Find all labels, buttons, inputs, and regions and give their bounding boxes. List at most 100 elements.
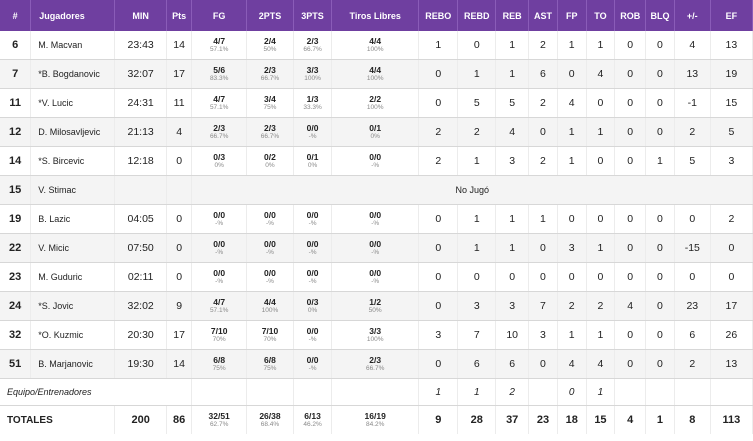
three-pts-cell-percentage: -%	[308, 365, 317, 372]
player-name: *S. Bircevic	[30, 146, 116, 176]
minutes-cell: 32:07	[114, 59, 167, 89]
three-pts-cell-percentage: 66.7%	[303, 46, 322, 53]
fg-cell: 0/0 -%	[191, 262, 247, 292]
points-cell: 4	[166, 117, 193, 147]
header-two-pts[interactable]: 2PTS	[246, 0, 295, 31]
header-blocks[interactable]: BLQ	[645, 0, 675, 31]
free-throws-cell-made-attempted: 2/2	[369, 94, 382, 104]
two-pts-cell: 0/0 -%	[246, 262, 295, 292]
plus-minus-cell: 8	[674, 405, 711, 434]
free-throws-cell-percentage: -%	[371, 249, 380, 256]
assists-cell: 23	[528, 405, 558, 434]
two-pts-cell-made-attempted: 2/3	[264, 65, 276, 75]
minutes-cell	[114, 175, 167, 205]
two-pts-cell-percentage: -%	[265, 278, 274, 285]
fg-cell-percentage: 57.1%	[209, 104, 229, 111]
fg-cell-made-attempted: 4/7	[213, 297, 226, 307]
fg-cell-made-attempted: 32/51	[208, 411, 230, 421]
fg-cell-percentage: 66.7%	[209, 133, 229, 140]
fg-cell-percentage: 70%	[212, 336, 226, 343]
turnovers-cell: 1	[586, 378, 616, 406]
did-not-play-label: No Jugó	[191, 175, 753, 205]
three-pts-cell-percentage: 0%	[307, 162, 318, 169]
points-cell: 0	[166, 233, 193, 263]
fouls-cell: 2	[557, 291, 587, 321]
two-pts-cell-percentage: 0%	[265, 162, 275, 169]
off-rebounds-cell: 2	[418, 117, 459, 147]
efficiency-cell: 17	[710, 291, 753, 321]
header-efficiency[interactable]: EF	[710, 0, 753, 31]
player-name: B. Lazic	[30, 204, 116, 234]
fg-cell: 4/7 57.1%	[191, 291, 247, 321]
header-steals[interactable]: ROB	[614, 0, 647, 31]
assists-cell: 2	[528, 31, 558, 60]
two-pts-cell-percentage: 50%	[263, 46, 277, 53]
free-throws-cell-made-attempted: 3/3	[369, 326, 382, 336]
fg-cell-made-attempted: 2/3	[213, 123, 226, 133]
blocks-cell: 0	[645, 31, 675, 60]
minutes-cell: 200	[114, 405, 167, 434]
header-number[interactable]: #	[0, 0, 32, 31]
plus-minus-cell: 5	[674, 146, 711, 176]
three-pts-cell-made-attempted: 6/13	[304, 411, 321, 421]
free-throws-cell-made-attempted: 0/0	[369, 239, 382, 249]
efficiency-cell: 2	[710, 204, 753, 234]
two-pts-cell: 2/3 66.7%	[246, 59, 295, 89]
totals-row: TOTALES 200 86 32/51 62.7% 26/38 68.4% 6/13 46.2…	[0, 405, 753, 434]
fg-cell: 4/7 57.1%	[191, 88, 247, 118]
three-pts-cell-made-attempted: 0/0	[306, 123, 319, 133]
player-name: *O. Kuzmic	[30, 320, 116, 350]
player-number: 14	[0, 146, 32, 176]
three-pts-cell: 0/0 -%	[293, 320, 333, 350]
header-three-pts[interactable]: 3PTS	[293, 0, 333, 31]
fg-cell-percentage: 57.1%	[209, 46, 229, 53]
steals-cell	[614, 378, 647, 406]
turnovers-cell: 0	[586, 88, 616, 118]
empty-cell	[246, 378, 295, 406]
off-rebounds-cell: 0	[418, 262, 459, 292]
efficiency-cell: 19	[710, 59, 753, 89]
header-assists[interactable]: AST	[528, 0, 558, 31]
free-throws-cell-percentage: 0%	[370, 133, 380, 140]
header-fg[interactable]: FG	[191, 0, 247, 31]
header-free-throws[interactable]: Tiros Libres	[331, 0, 420, 31]
free-throws-cell-made-attempted: 1/2	[369, 297, 382, 307]
three-pts-cell-made-attempted: 0/3	[306, 297, 319, 307]
header-turnovers[interactable]: TO	[586, 0, 616, 31]
def-rebounds-cell: 0	[457, 262, 497, 292]
empty-cell	[293, 378, 333, 406]
turnovers-cell: 1	[586, 233, 616, 263]
three-pts-cell: 0/0 -%	[293, 117, 333, 147]
two-pts-cell-percentage: 66.7%	[260, 75, 280, 82]
header-player[interactable]: Jugadores	[30, 0, 116, 31]
points-cell: 9	[166, 291, 193, 321]
assists-cell: 7	[528, 291, 558, 321]
def-rebounds-cell: 2	[457, 117, 497, 147]
header-fouls[interactable]: FP	[557, 0, 587, 31]
free-throws-cell: 0/0 -%	[331, 146, 420, 176]
three-pts-cell: 1/3 33.3%	[293, 88, 333, 118]
header-rebounds[interactable]: REB	[495, 0, 530, 31]
fouls-cell: 1	[557, 320, 587, 350]
points-cell: 17	[166, 59, 193, 89]
three-pts-cell-percentage: -%	[308, 220, 317, 227]
two-pts-cell-percentage: 70%	[263, 336, 277, 343]
off-rebounds-cell: 1	[418, 31, 459, 60]
assists-cell: 0	[528, 233, 558, 263]
header-def-rebounds[interactable]: REBD	[457, 0, 497, 31]
free-throws-cell-made-attempted: 4/4	[369, 36, 382, 46]
header-points[interactable]: Pts	[166, 0, 193, 31]
free-throws-cell-percentage: 100%	[366, 104, 384, 111]
steals-cell: 0	[614, 88, 647, 118]
fg-cell-percentage: -%	[215, 249, 224, 256]
header-plus-minus[interactable]: +/-	[674, 0, 711, 31]
minutes-cell: 20:30	[114, 320, 167, 350]
free-throws-cell-made-attempted: 0/0	[369, 152, 382, 162]
header-off-rebounds[interactable]: REBO	[418, 0, 459, 31]
fg-cell: 32/51 62.7%	[191, 405, 247, 434]
steals-cell: 0	[614, 204, 647, 234]
header-minutes[interactable]: MIN	[114, 0, 167, 31]
two-pts-cell-percentage: 68.4%	[260, 421, 280, 428]
fg-cell: 6/8 75%	[191, 349, 247, 379]
empty-cell	[331, 378, 420, 406]
